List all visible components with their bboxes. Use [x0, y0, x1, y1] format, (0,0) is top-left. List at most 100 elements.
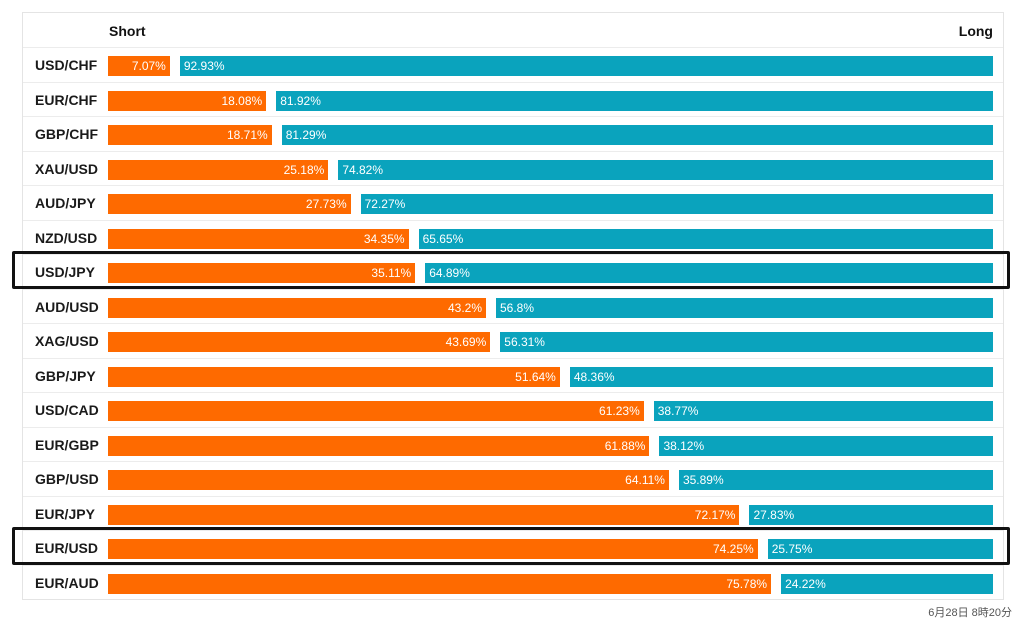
pair-label: USD/CAD — [35, 402, 99, 418]
long-bar: 65.65% — [418, 228, 993, 249]
short-value-label: 35.11% — [371, 266, 412, 280]
table-row: XAG/USD 43.69% 56.31% — [23, 323, 1003, 358]
long-bar: 92.93% — [179, 56, 993, 76]
table-row: USD/JPY 35.11% 64.89% — [23, 254, 1003, 289]
short-value-label: 64.11% — [625, 473, 665, 487]
long-value-label: 56.31% — [504, 335, 545, 349]
position-ratio-chart: Short Long USD/CHF 7.07% 92.93% EUR/CHF 18.0… — [22, 12, 1004, 600]
short-value-label: 43.69% — [445, 335, 487, 349]
pair-label: GBP/CHF — [35, 126, 98, 142]
long-bar: 35.89% — [678, 470, 993, 490]
pair-label: NZD/USD — [35, 229, 98, 246]
short-bar: 7.07% — [108, 56, 170, 76]
long-bar: 56.8% — [496, 297, 993, 318]
highlight-box — [12, 527, 1010, 565]
long-column-header: Long — [958, 23, 993, 39]
long-value-label: 65.65% — [422, 231, 464, 246]
short-bar: 64.11% — [108, 470, 669, 490]
short-bar: 18.08% — [108, 90, 267, 111]
short-bar: 61.23% — [108, 401, 644, 421]
long-bar: 56.31% — [500, 332, 993, 352]
short-bar: 18.71% — [108, 125, 272, 145]
long-value-label: 92.93% — [183, 59, 225, 73]
long-bar: 72.27% — [360, 194, 993, 214]
short-bar: 34.35% — [108, 228, 409, 249]
long-bar: 38.12% — [659, 435, 993, 456]
short-bar: 74.25% — [108, 539, 758, 559]
short-value-label: 51.64% — [515, 369, 556, 384]
pair-label: XAU/USD — [35, 160, 99, 177]
table-row: AUD/JPY 27.73% 72.27% — [23, 185, 1003, 220]
short-bar: 51.64% — [108, 366, 560, 387]
short-value-label: 61.88% — [604, 438, 646, 453]
short-bar: 43.69% — [108, 332, 491, 352]
short-value-label: 43.2% — [447, 300, 482, 315]
table-row: EUR/CHF 18.08% 81.92% — [23, 81, 1003, 117]
table-row: AUD/USD 43.2% 56.8% — [23, 288, 1003, 324]
pair-label: GBP/USD — [35, 471, 99, 487]
table-row: GBP/USD 64.11% 35.89% — [23, 461, 1003, 496]
pair-label: AUD/USD — [35, 298, 99, 315]
long-value-label: 38.12% — [663, 438, 705, 453]
pair-label: EUR/GBP — [35, 436, 99, 453]
table-row: NZD/USD 34.35% 65.65% — [23, 219, 1003, 255]
timestamp: 6月28日 8時20分 — [928, 607, 1012, 619]
short-value-label: 75.78% — [726, 576, 768, 591]
short-value-label: 74.25% — [712, 542, 754, 556]
pair-label: AUD/JPY — [35, 195, 96, 211]
long-value-label: 81.92% — [280, 93, 321, 108]
short-column-header: Short — [109, 23, 146, 39]
short-bar: 35.11% — [108, 263, 416, 283]
table-row: EUR/USD 74.25% 25.75% — [23, 530, 1003, 565]
long-value-label: 81.29% — [285, 128, 327, 142]
long-bar: 24.22% — [781, 573, 993, 594]
short-value-label: 18.08% — [221, 93, 263, 108]
table-row: EUR/JPY 72.17% 27.83% — [23, 495, 1003, 531]
long-value-label: 38.77% — [657, 404, 699, 418]
pair-label: EUR/USD — [35, 540, 99, 556]
short-value-label: 72.17% — [694, 507, 736, 522]
table-row: XAU/USD 25.18% 74.82% — [23, 150, 1003, 186]
short-value-label: 27.73% — [305, 197, 347, 211]
long-value-label: 56.8% — [500, 300, 535, 315]
highlight-box — [12, 251, 1010, 289]
pair-label: EUR/JPY — [35, 505, 95, 522]
short-bar: 72.17% — [108, 504, 740, 525]
long-bar: 25.75% — [767, 539, 993, 559]
pair-label: XAG/USD — [35, 333, 99, 349]
table-row: GBP/CHF 18.71% 81.29% — [23, 116, 1003, 151]
short-value-label: 7.07% — [131, 59, 166, 73]
long-bar: 74.82% — [338, 159, 993, 180]
short-value-label: 25.18% — [283, 162, 325, 177]
short-bar: 43.2% — [108, 297, 486, 318]
short-bar: 61.88% — [108, 435, 650, 456]
pair-label: GBP/JPY — [35, 367, 96, 384]
table-row: EUR/AUD 75.78% 24.22% — [23, 564, 1003, 600]
long-bar: 48.36% — [569, 366, 993, 387]
short-value-label: 18.71% — [227, 128, 268, 142]
short-bar: 25.18% — [108, 159, 329, 180]
long-value-label: 25.75% — [771, 542, 813, 556]
long-bar: 38.77% — [653, 401, 993, 421]
table-row: USD/CHF 7.07% 92.93% — [23, 47, 1003, 82]
long-value-label: 27.83% — [753, 507, 795, 522]
short-bar: 27.73% — [108, 194, 351, 214]
pair-label: USD/JPY — [35, 264, 95, 280]
pair-label: EUR/AUD — [35, 574, 99, 591]
pair-label: USD/CHF — [35, 57, 98, 73]
long-value-label: 74.82% — [342, 162, 384, 177]
table-row: GBP/JPY 51.64% 48.36% — [23, 357, 1003, 393]
long-value-label: 48.36% — [573, 369, 615, 384]
short-bar: 75.78% — [108, 573, 772, 594]
long-value-label: 72.27% — [364, 197, 406, 211]
long-value-label: 35.89% — [682, 473, 724, 487]
short-value-label: 34.35% — [363, 231, 405, 246]
pair-label: EUR/CHF — [35, 91, 98, 108]
long-bar: 81.29% — [281, 125, 993, 145]
long-value-label: 64.89% — [429, 266, 470, 280]
long-bar: 64.89% — [425, 263, 993, 283]
long-bar: 81.92% — [276, 90, 993, 111]
short-value-label: 61.23% — [599, 404, 640, 418]
long-value-label: 24.22% — [785, 576, 826, 591]
table-row: EUR/GBP 61.88% 38.12% — [23, 426, 1003, 462]
